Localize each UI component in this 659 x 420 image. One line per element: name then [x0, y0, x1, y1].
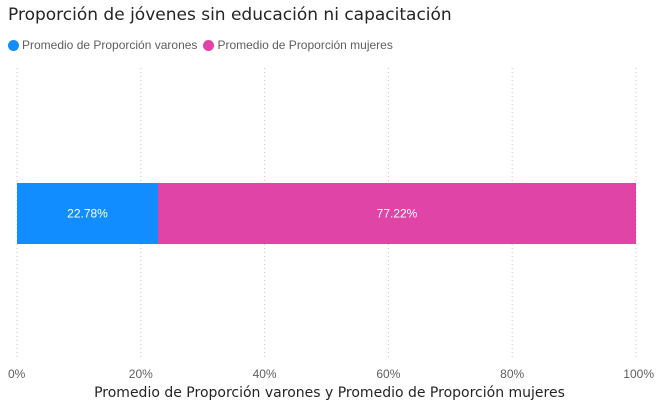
x-axis-title: Promedio de Proporción varones y Promedi… — [0, 385, 659, 401]
data-label: 77.22% — [377, 207, 418, 221]
x-tick-label: 40% — [253, 367, 277, 381]
x-tick-label: 0% — [8, 367, 26, 381]
x-tick-label: 80% — [500, 367, 524, 381]
x-tick-label: 60% — [376, 367, 400, 381]
x-tick-label: 20% — [129, 367, 153, 381]
x-tick-label: 100% — [623, 367, 654, 381]
data-label: 22.78% — [67, 207, 108, 221]
